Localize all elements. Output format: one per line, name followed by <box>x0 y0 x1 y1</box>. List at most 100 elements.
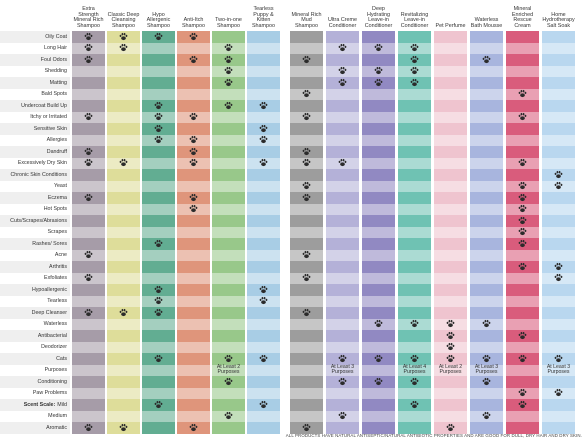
purpose-text: At Least 4 Purposes <box>402 363 427 376</box>
cell <box>362 77 395 89</box>
row-label-text: Allergies <box>46 137 67 144</box>
cell <box>247 65 280 77</box>
cell <box>142 192 175 204</box>
cell <box>362 410 395 422</box>
paw-mark <box>189 28 198 46</box>
cell <box>506 422 539 434</box>
cell <box>212 65 245 77</box>
cell <box>326 238 359 250</box>
cell <box>177 364 210 376</box>
paw-mark <box>224 51 233 69</box>
paw-mark <box>374 62 383 80</box>
cell <box>177 54 210 66</box>
row-label-text: Antibacterial <box>37 332 67 339</box>
paw-mark <box>154 350 163 368</box>
cell <box>362 134 395 146</box>
cell <box>470 284 503 296</box>
cell <box>398 226 431 238</box>
row-label-text: Tearless <box>47 298 67 305</box>
cell <box>107 77 140 89</box>
cell <box>290 203 323 215</box>
cell <box>470 422 503 434</box>
cell <box>470 31 503 43</box>
cell <box>72 249 105 261</box>
cell <box>506 364 539 376</box>
cell <box>506 261 539 273</box>
cell <box>542 410 575 422</box>
cell <box>72 134 105 146</box>
cell <box>247 31 280 43</box>
cell <box>506 318 539 330</box>
cell <box>542 422 575 434</box>
paw-mark <box>482 350 491 368</box>
cell <box>212 111 245 123</box>
cell <box>542 169 575 181</box>
cell <box>362 364 395 376</box>
cell <box>326 111 359 123</box>
cell <box>247 422 280 434</box>
cell <box>326 261 359 273</box>
cell <box>107 111 140 123</box>
cell <box>107 376 140 388</box>
cell <box>290 31 323 43</box>
cell <box>434 272 467 284</box>
row-label: Sensitive Skin <box>0 123 70 135</box>
cell: At Least 2 Purposes <box>434 364 467 376</box>
cell <box>470 215 503 227</box>
cell <box>107 226 140 238</box>
cell <box>290 215 323 227</box>
cell <box>434 226 467 238</box>
row-label: Excessively Dry Skin <box>0 157 70 169</box>
cell <box>470 307 503 319</box>
cell <box>506 353 539 365</box>
column-header: Classic Deep Cleansing Shampoo <box>107 11 140 30</box>
paw-mark <box>518 258 527 276</box>
cell <box>290 123 323 135</box>
cell <box>177 318 210 330</box>
cell <box>177 353 210 365</box>
cell <box>142 77 175 89</box>
cell <box>212 376 245 388</box>
cell <box>326 295 359 307</box>
row-label: Medium <box>0 410 70 422</box>
cell <box>290 238 323 250</box>
cell <box>326 42 359 54</box>
cell <box>107 31 140 43</box>
cell <box>247 410 280 422</box>
paw-mark <box>338 154 347 172</box>
paw-mark <box>374 39 383 57</box>
cell <box>326 146 359 158</box>
cell <box>542 100 575 112</box>
cell <box>142 318 175 330</box>
cell <box>470 249 503 261</box>
row-label-text: Undercoat Build Up <box>21 102 67 109</box>
cell <box>506 307 539 319</box>
cell <box>290 111 323 123</box>
cell <box>72 307 105 319</box>
cell <box>290 77 323 89</box>
paw-mark <box>518 327 527 345</box>
cell <box>177 226 210 238</box>
row-label-text: Deep Cleanser <box>31 309 67 316</box>
cell <box>506 100 539 112</box>
row-label: Eczema <box>0 192 70 204</box>
cell <box>247 261 280 273</box>
cell <box>142 249 175 261</box>
paw-mark <box>410 315 419 333</box>
paw-mark <box>446 327 455 345</box>
row-label: Arthritis <box>0 261 70 273</box>
paw-mark <box>154 292 163 310</box>
paw-mark <box>482 315 491 333</box>
paw-mark <box>302 246 311 264</box>
cell <box>470 226 503 238</box>
cell <box>142 330 175 342</box>
cell <box>434 399 467 411</box>
cell <box>398 215 431 227</box>
cell <box>542 77 575 89</box>
cell <box>542 88 575 100</box>
cell <box>212 226 245 238</box>
cell <box>542 272 575 284</box>
cell <box>362 192 395 204</box>
row-label: Undercoat Build Up <box>0 100 70 112</box>
cell <box>398 134 431 146</box>
